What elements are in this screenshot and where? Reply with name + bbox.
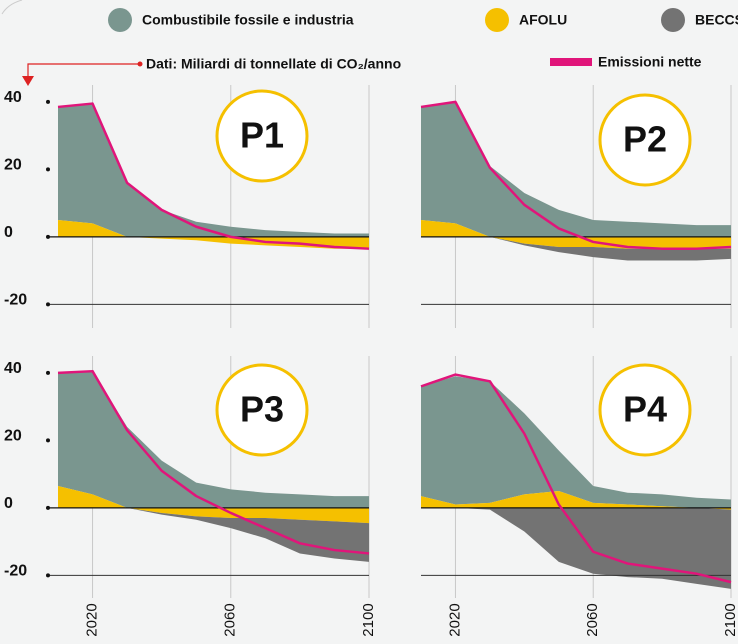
y-tick-label: 0 xyxy=(4,495,13,512)
badge xyxy=(598,363,692,457)
leader-dot xyxy=(137,61,143,67)
tick-dot xyxy=(46,167,50,172)
y-tick-label: -20 xyxy=(4,292,27,309)
legend-label: BECCS xyxy=(695,12,738,28)
x-tick-label: 2060 xyxy=(584,603,601,636)
badge xyxy=(215,363,309,457)
leader-line xyxy=(27,63,140,78)
tick-dot xyxy=(46,302,50,307)
area-fossil xyxy=(421,376,731,508)
area-beccs xyxy=(421,507,731,589)
area-afolu xyxy=(58,220,369,249)
panel: 40 20 0 -20 P1 xyxy=(4,85,370,328)
y-tick-label: 40 xyxy=(4,360,22,377)
x-tick-label: 2020 xyxy=(446,603,463,636)
legend-swatch xyxy=(485,8,509,32)
panel-title: P4 xyxy=(623,389,667,430)
y-tick-label: -20 xyxy=(4,563,27,580)
panel: 2020 2060 2100 P4 xyxy=(420,356,738,637)
y-tick-label: 20 xyxy=(4,157,22,174)
panel: P2 xyxy=(420,85,732,328)
y-tick-label: 0 xyxy=(4,224,13,241)
subtitle: Dati: Miliardi di tonnellate di CO₂/anno xyxy=(146,56,401,72)
tick-dot xyxy=(46,234,50,239)
legend-swatch xyxy=(550,58,592,66)
tick-dot xyxy=(46,573,50,578)
x-tick-label: 2100 xyxy=(360,603,377,636)
badge xyxy=(598,93,692,187)
x-tick-label: 2060 xyxy=(222,603,239,636)
net-line xyxy=(57,102,370,250)
area-fossil xyxy=(421,101,731,237)
area-fossil xyxy=(58,371,369,508)
leader-arrow xyxy=(22,76,34,86)
legend-label: Emissioni nette xyxy=(598,54,702,70)
area-beccs xyxy=(421,236,731,261)
panel-title: P3 xyxy=(240,389,284,430)
tick-dot xyxy=(46,370,50,375)
badge xyxy=(215,89,309,183)
legend-label: Combustibile fossile e industria xyxy=(142,12,354,28)
panel: 2020 2060 2100 40 20 0 -20 P3 xyxy=(4,356,377,637)
panel-title: P2 xyxy=(623,119,667,160)
net-line xyxy=(57,369,370,555)
area-afolu xyxy=(421,491,731,510)
tick-dot xyxy=(46,99,50,104)
y-tick-label: 20 xyxy=(4,428,22,445)
area-afolu xyxy=(421,220,731,249)
legend-label: AFOLU xyxy=(519,12,567,28)
tick-dot xyxy=(46,438,50,443)
area-fossil xyxy=(58,103,369,237)
net-line xyxy=(420,373,732,584)
area-beccs xyxy=(58,507,369,562)
decor xyxy=(1,0,23,15)
x-tick-label: 2020 xyxy=(84,603,101,636)
panel-title: P1 xyxy=(240,115,284,156)
x-tick-label: 2100 xyxy=(722,603,738,636)
net-line xyxy=(420,100,732,250)
legend-swatch xyxy=(661,8,685,32)
tick-dot xyxy=(46,505,50,510)
area-afolu xyxy=(58,485,369,524)
legend-swatch xyxy=(108,8,132,32)
y-tick-label: 40 xyxy=(4,89,22,106)
